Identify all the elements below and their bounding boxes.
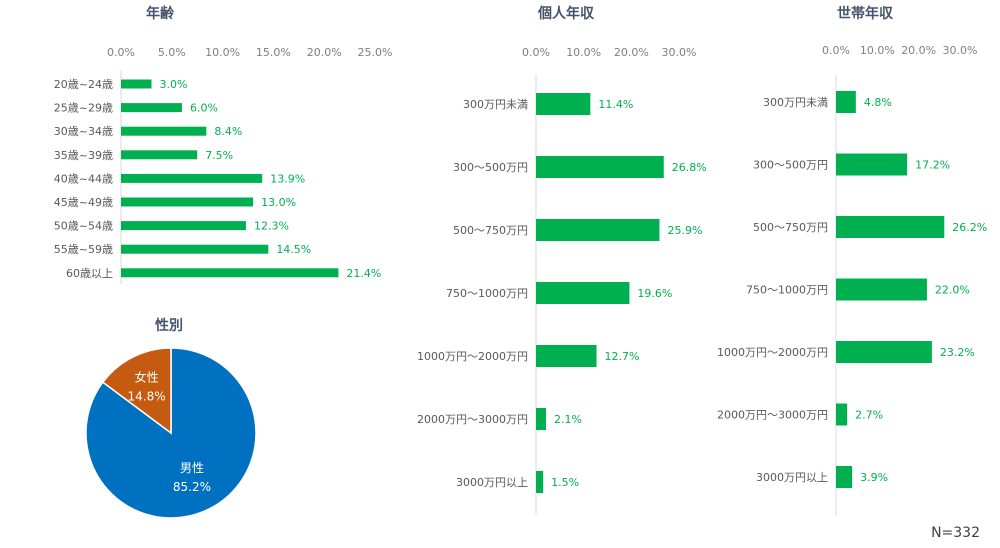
age-category-label: 25歳~29歳 [54, 102, 113, 115]
age-value-label: 8.4% [214, 125, 242, 138]
personal-income-value-label: 12.7% [605, 350, 640, 363]
age-bar [121, 173, 263, 183]
household-income-category-label: 300～500万円 [753, 159, 828, 172]
household-income-tick-label: 0.0% [822, 44, 850, 57]
age-value-label: 13.0% [261, 196, 296, 209]
age-bar [121, 244, 269, 254]
personal-income-bar [536, 219, 660, 241]
personal-income-bar [536, 345, 597, 367]
age-tick-label: 15.0% [256, 46, 291, 59]
household-income-category-label: 300万円未満 [763, 96, 828, 109]
personal-income-tick-label: 20.0% [614, 46, 649, 59]
personal-income-category-label: 750～1000万円 [446, 287, 528, 300]
household-income-category-label: 1000万円～2000万円 [717, 346, 828, 359]
age-bar [121, 150, 198, 160]
personal-income-category-label: 3000万円以上 [456, 476, 528, 489]
age-category-label: 45歳~49歳 [54, 196, 113, 209]
personal-income-value-label: 19.6% [637, 287, 672, 300]
household-income-tick-label: 30.0% [943, 44, 978, 57]
personal-income-bar [536, 408, 547, 430]
personal-income-chart-title: 個人年収 [537, 5, 595, 22]
household-income-value-label: 23.2% [940, 346, 975, 359]
age-value-label: 3.0% [159, 78, 187, 91]
household-income-value-label: 4.8% [864, 96, 892, 109]
personal-income-category-label: 300万円未満 [463, 98, 528, 111]
age-value-label: 21.4% [346, 267, 381, 280]
household-income-chart-title: 世帯年収 [837, 5, 894, 22]
personal-income-value-label: 26.8% [672, 161, 707, 174]
personal-income-category-label: 300～500万円 [453, 161, 528, 174]
age-chart-title: 年齢 [146, 5, 175, 22]
personal-income-tick-label: 0.0% [522, 46, 550, 59]
household-income-value-label: 17.2% [915, 159, 950, 172]
personal-income-value-label: 1.5% [551, 476, 579, 489]
household-income-category-label: 750～1000万円 [746, 284, 828, 297]
pie-category-label: 男性 [180, 461, 204, 475]
age-value-label: 12.3% [254, 220, 289, 233]
age-category-label: 35歳~39歳 [54, 149, 113, 162]
household-income-value-label: 26.2% [952, 221, 987, 234]
personal-income-bar [536, 471, 544, 493]
age-tick-label: 10.0% [205, 46, 240, 59]
household-income-category-label: 2000万円～3000万円 [717, 409, 828, 422]
age-bar [121, 221, 246, 231]
pie-value-label: 14.8% [128, 389, 166, 403]
personal-income-bar [536, 156, 664, 178]
age-value-label: 14.5% [276, 243, 311, 256]
gender-chart-title: 性別 [155, 317, 183, 334]
personal-income-category-label: 500～750万円 [453, 224, 528, 237]
household-income-category-label: 3000万円以上 [756, 471, 828, 484]
household-income-bar [836, 153, 908, 176]
age-category-label: 40歳~44歳 [54, 172, 113, 185]
age-bar [121, 79, 152, 89]
age-bar [121, 126, 207, 136]
age-tick-label: 5.0% [158, 46, 186, 59]
age-tick-label: 20.0% [307, 46, 342, 59]
personal-income-category-label: 1000万円～2000万円 [417, 350, 528, 363]
household-income-value-label: 2.7% [855, 409, 883, 422]
age-value-label: 6.0% [190, 102, 218, 115]
household-income-tick-label: 10.0% [860, 44, 895, 57]
sample-size-note: N=332 [931, 525, 980, 541]
age-bar [121, 103, 182, 113]
household-income-bar [836, 216, 945, 238]
household-income-value-label: 3.9% [860, 471, 888, 484]
pie-value-label: 85.2% [173, 480, 211, 494]
age-tick-label: 0.0% [107, 46, 135, 59]
plot-area: 0.0% 5.0% 10.0% 15.0% 20.0% 25.0% 20歳~24歳 3.0% 2… [54, 44, 987, 519]
age-bar [121, 268, 339, 278]
household-income-tick-label: 20.0% [901, 44, 936, 57]
household-income-bar [836, 341, 932, 363]
age-bar [121, 197, 254, 207]
personal-income-bar [536, 93, 591, 115]
age-category-label: 55歳~59歳 [54, 243, 113, 256]
age-category-label: 20歳~24歳 [54, 78, 113, 91]
household-income-category-label: 500～750万円 [753, 221, 828, 234]
age-value-label: 13.9% [270, 172, 305, 185]
personal-income-category-label: 2000万円～3000万円 [417, 413, 528, 426]
age-category-label: 30歳~34歳 [54, 125, 113, 138]
personal-income-value-label: 25.9% [667, 224, 702, 237]
personal-income-tick-label: 10.0% [566, 46, 601, 59]
personal-income-value-label: 11.4% [598, 98, 633, 111]
household-income-bar [836, 91, 856, 113]
age-value-label: 7.5% [205, 149, 233, 162]
household-income-value-label: 22.0% [935, 284, 970, 297]
pie-slice [101, 347, 172, 435]
personal-income-tick-label: 30.0% [662, 46, 697, 59]
pie-category-label: 女性 [135, 369, 159, 384]
household-income-bar [836, 403, 848, 426]
personal-income-bar [536, 282, 630, 304]
household-income-bar [836, 278, 927, 301]
age-category-label: 50歳~54歳 [54, 220, 113, 233]
household-income-bar [836, 466, 853, 488]
age-category-label: 60歳以上 [66, 267, 113, 280]
age-tick-label: 25.0% [358, 46, 393, 59]
personal-income-value-label: 2.1% [554, 413, 582, 426]
